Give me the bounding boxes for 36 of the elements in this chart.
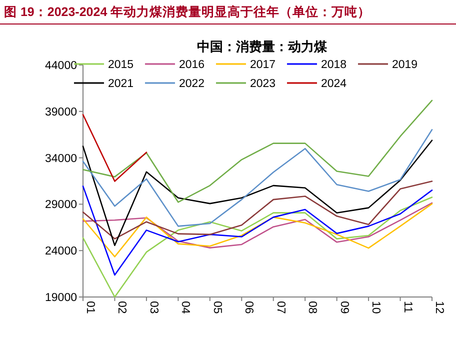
y-tick-label: 44000 [45,60,77,72]
legend-label: 2019 [392,59,418,71]
y-tick-label: 19000 [45,292,77,304]
legend-label: 2021 [108,78,134,90]
line-series [82,203,433,258]
line-series [82,140,433,246]
legend-label: 2018 [321,59,347,71]
legend-label: 2023 [250,78,276,90]
chart-title: 图 19：2023-2024 年动力煤消费量明显高于往年（单位：万吨） [4,4,371,19]
x-tick-label: 04 [179,301,192,314]
line-series [82,186,433,276]
line-series [82,202,433,248]
line-series [82,100,433,203]
x-tick-label: 08 [306,301,318,314]
y-tick-label: 29000 [45,199,77,212]
x-tick-label: 06 [242,301,255,314]
x-tick-label: 09 [338,301,350,314]
x-tick-label: 10 [370,301,382,314]
y-tick-label: 39000 [45,106,77,118]
chart-subtitle: 中国：消费量：动力煤 [197,39,328,54]
x-tick-label: 07 [274,301,286,314]
x-tick-label: 03 [147,301,160,314]
x-tick-label: 01 [84,301,96,314]
legend-label: 2015 [108,59,134,71]
line-series [82,129,433,227]
legend-label: 2022 [179,78,205,90]
legend-label: 2016 [179,59,205,71]
legend-label: 2024 [321,78,348,90]
x-tick-label: 02 [116,301,128,314]
x-tick-label: 11 [401,301,414,313]
legend-label: 2017 [250,59,276,71]
line-series [82,180,433,240]
x-tick-label: 12 [433,301,445,314]
y-tick-label: 34000 [45,152,77,165]
x-tick-label: 05 [210,301,223,314]
y-tick-label: 24000 [45,246,77,258]
